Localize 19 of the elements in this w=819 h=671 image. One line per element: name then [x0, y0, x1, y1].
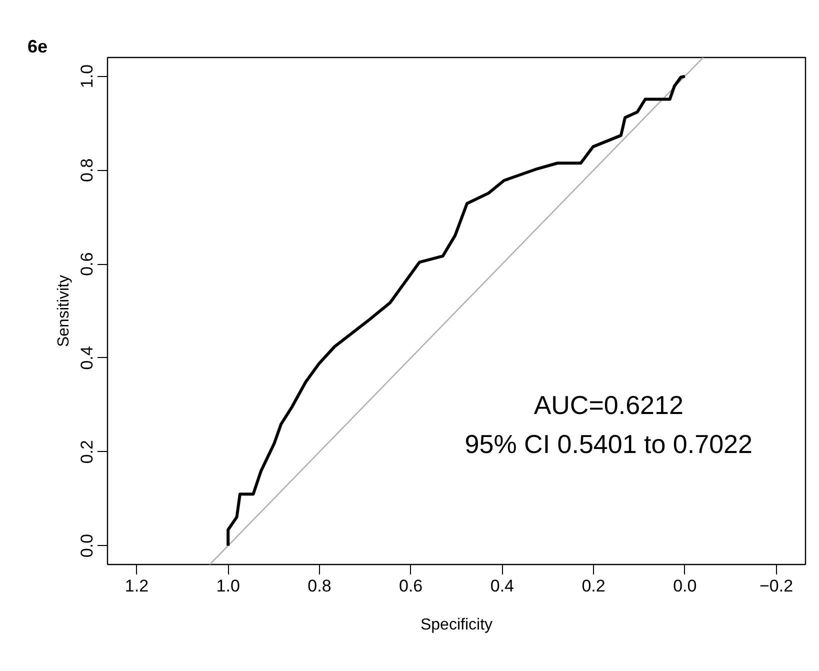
- annotation: AUC=0.6212: [534, 390, 684, 420]
- x-tick-label: 1.2: [124, 576, 149, 596]
- y-axis-title: Sensitivity: [56, 274, 72, 348]
- x-tick-label: −0.2: [759, 576, 794, 596]
- y-tick-label: 1.0: [78, 64, 96, 88]
- x-axis-title: Specificity: [420, 616, 493, 634]
- y-tick-label: 0.6: [78, 252, 96, 276]
- x-tick-label: 1.0: [216, 576, 240, 596]
- chart-title: 6e: [28, 36, 48, 56]
- y-tick-label: 0.8: [78, 158, 96, 182]
- x-tick-label: 0.4: [490, 576, 514, 596]
- x-tick-label: 0.0: [673, 576, 697, 596]
- y-tick-label: 0.2: [78, 440, 96, 464]
- y-tick-label: 0.0: [78, 534, 96, 558]
- x-tick-label: 0.2: [582, 576, 606, 596]
- y-tick-label: 0.4: [78, 346, 96, 370]
- x-tick-label: 0.8: [308, 576, 332, 596]
- annotation: 95% CI 0.5401 to 0.7022: [464, 428, 752, 459]
- x-tick-label: 0.6: [399, 576, 423, 596]
